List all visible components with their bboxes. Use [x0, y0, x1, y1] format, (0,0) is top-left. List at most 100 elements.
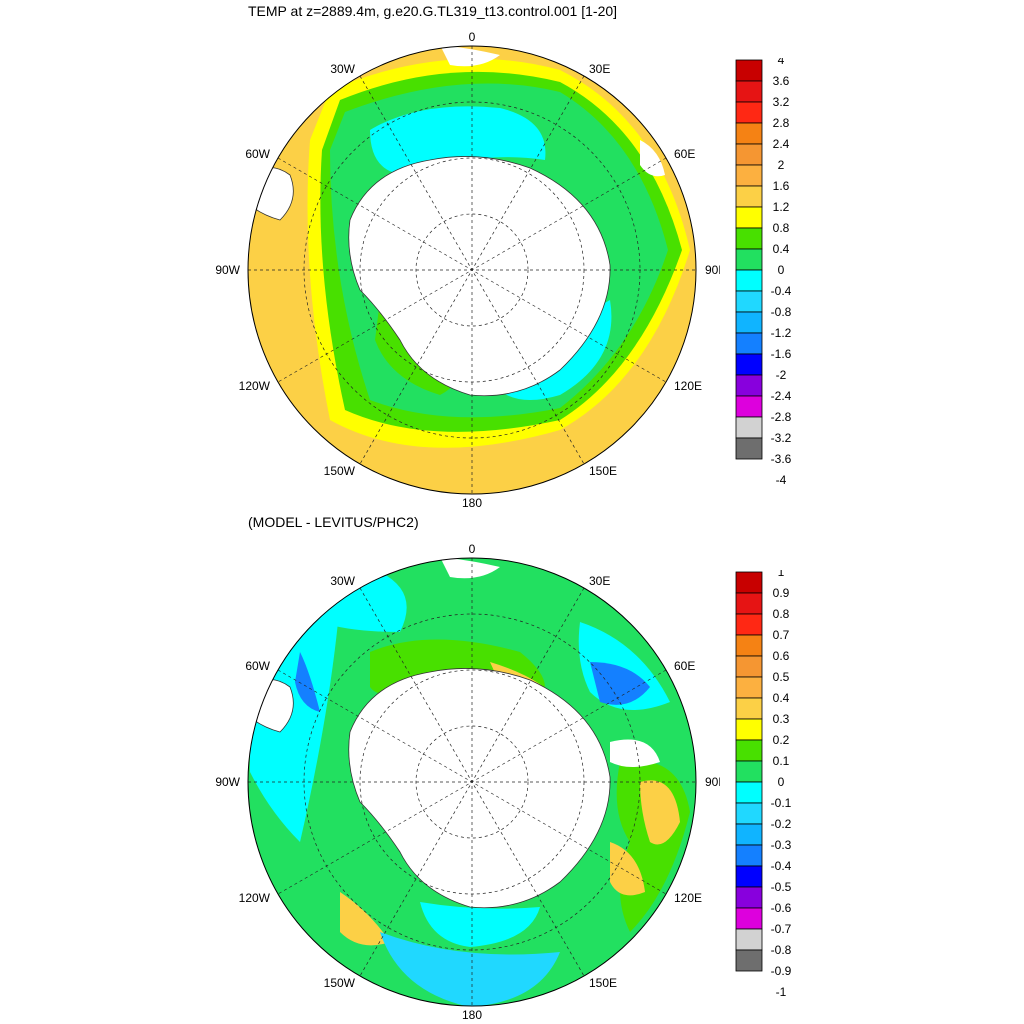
- top-graticule: [248, 46, 696, 494]
- top-colorbar-swatch: [735, 185, 763, 208]
- top-colorbar-label: -3.2: [771, 431, 792, 445]
- bottom-colorbar-swatch: [735, 907, 763, 930]
- bottom-polar-map: 0 30E 60E 90E 120E 150E 180 150W 120W 90…: [215, 542, 720, 1022]
- top-colorbar-label: 2: [778, 158, 785, 172]
- bottom-colorbar-swatch: [735, 928, 763, 951]
- bottom-panel-title: (MODEL - LEVITUS/PHC2): [248, 514, 419, 530]
- bottom-colorbar-swatch: [735, 865, 763, 888]
- top-lon-label-90e: 90E: [705, 263, 720, 277]
- top-colorbar-swatch: [735, 248, 763, 271]
- top-colorbar-label: 0.4: [773, 242, 790, 256]
- bottom-lon-label-60w: 60W: [245, 659, 270, 673]
- top-colorbar-label: -2: [776, 368, 787, 382]
- bottom-colorbar-swatch: [735, 760, 763, 783]
- top-colorbar-label: -1.6: [771, 347, 792, 361]
- bottom-colorbar-label: -0.9: [771, 964, 792, 978]
- top-colorbar-label: 1.6: [773, 179, 790, 193]
- bottom-colorbar-label: 0.4: [773, 691, 790, 705]
- top-lon-label-0: 0: [469, 30, 476, 44]
- top-colorbar-swatch: [735, 80, 763, 103]
- bottom-colorbar-swatch: [735, 844, 763, 867]
- bottom-colorbar-label: -0.1: [771, 796, 792, 810]
- top-colorbar-swatch: [735, 122, 763, 145]
- top-colorbar-label: 2.4: [773, 137, 790, 151]
- bottom-colorbar-label: 0.6: [773, 649, 790, 663]
- bottom-colorbar-swatch: [735, 802, 763, 825]
- bottom-colorbar-label: -0.6: [771, 901, 792, 915]
- bottom-colorbar-swatch: [735, 781, 763, 804]
- top-lon-label-30w: 30W: [330, 62, 355, 76]
- bottom-colorbar-label: -1: [776, 985, 787, 999]
- top-colorbar-swatch: [735, 311, 763, 334]
- top-colorbar-label: -2.4: [771, 389, 792, 403]
- bottom-colorbar-swatch: [735, 655, 763, 678]
- top-lon-label-30e: 30E: [589, 62, 610, 76]
- bottom-colorbar-label: -0.4: [771, 859, 792, 873]
- top-lon-label-90w: 90W: [215, 263, 240, 277]
- top-lon-label-150w: 150W: [324, 464, 356, 478]
- bottom-colorbar-label: 1: [778, 570, 785, 579]
- top-colorbar-swatch: [735, 101, 763, 124]
- bottom-lon-label-120w: 120W: [239, 891, 271, 905]
- top-colorbar-label: -0.4: [771, 284, 792, 298]
- bottom-lon-label-90e: 90E: [705, 775, 720, 789]
- top-colorbar-label: 1.2: [773, 200, 790, 214]
- bottom-colorbar-label: 0.1: [773, 754, 790, 768]
- top-colorbar-label: -2.8: [771, 410, 792, 424]
- bottom-graticule: [248, 558, 696, 1006]
- top-lon-label-180: 180: [462, 496, 482, 510]
- bottom-colorbar-swatch: [735, 823, 763, 846]
- top-colorbar-swatch: [735, 206, 763, 229]
- bottom-colorbar-label: 0.8: [773, 607, 790, 621]
- bottom-colorbar-swatch: [735, 718, 763, 741]
- top-colorbar-label: 3.2: [773, 95, 790, 109]
- antarctica-landmass: [348, 156, 611, 397]
- top-lon-label-150e: 150E: [589, 464, 617, 478]
- top-colorbar-swatch: [735, 395, 763, 418]
- bottom-colorbar-label: 0.7: [773, 628, 790, 642]
- top-lon-labels: 0 30E 60E 90E 120E 150E 180 150W 120W 90…: [215, 30, 720, 510]
- bottom-colorbar-label: -0.5: [771, 880, 792, 894]
- bottom-lon-label-0: 0: [469, 542, 476, 556]
- bottom-lon-label-150w: 150W: [324, 976, 356, 990]
- top-colorbar-label: -4: [776, 473, 787, 487]
- top-colorbar-label: 2.8: [773, 116, 790, 130]
- top-colorbar-swatch: [735, 59, 763, 82]
- top-lon-label-120e: 120E: [674, 379, 702, 393]
- bottom-colorbar-label: 0.9: [773, 586, 790, 600]
- bottom-colorbar-label: -0.7: [771, 922, 792, 936]
- top-colorbar-label: -3.6: [771, 452, 792, 466]
- bottom-colorbar-swatch: [735, 592, 763, 615]
- bottom-colorbar-swatch: [735, 634, 763, 657]
- bottom-colorbar: 1 0.9 0.8 0.7 0.6 0.5 0.4 0.3 0.2 0.1 0 -0.1 -0.2 -0.…: [735, 570, 792, 999]
- top-colorbar-swatch: [735, 290, 763, 313]
- top-colorbar-swatch: [735, 332, 763, 355]
- top-panel-title: TEMP at z=2889.4m, g.e20.G.TL319_t13.con…: [248, 3, 618, 19]
- bottom-colorbar-swatch: [735, 613, 763, 636]
- top-colorbar-label: 3.6: [773, 74, 790, 88]
- bottom-colorbar-swatch: [735, 886, 763, 909]
- bottom-colorbar-label: -0.2: [771, 817, 792, 831]
- top-polar-map: 0 30E 60E 90E 120E 150E 180 150W 120W 90…: [215, 30, 720, 510]
- bottom-colorbar-swatch: [735, 571, 763, 594]
- top-colorbar-label: 0.8: [773, 221, 790, 235]
- top-colorbar-swatch: [735, 227, 763, 250]
- top-colorbar-label: -1.2: [771, 326, 792, 340]
- bottom-colorbar-label: -0.3: [771, 838, 792, 852]
- bottom-colorbar-label: 0.5: [773, 670, 790, 684]
- bottom-lon-label-90w: 90W: [215, 775, 240, 789]
- bottom-lon-label-150e: 150E: [589, 976, 617, 990]
- top-lon-label-120w: 120W: [239, 379, 271, 393]
- top-colorbar-label: 0: [778, 263, 785, 277]
- top-colorbar-swatch: [735, 269, 763, 292]
- bottom-lon-labels: 0 30E 60E 90E 120E 150E 180 150W 120W 90…: [215, 542, 720, 1022]
- bottom-colorbar-swatch: [735, 949, 763, 972]
- bottom-colorbar-swatch: [735, 739, 763, 762]
- bottom-lon-label-30w: 30W: [330, 574, 355, 588]
- top-colorbar-swatch: [735, 437, 763, 460]
- bottom-colorbar-swatch: [735, 676, 763, 699]
- bottom-colorbar-swatch: [735, 697, 763, 720]
- top-colorbar-swatch: [735, 143, 763, 166]
- antarctica-landmass-bottom: [348, 668, 611, 909]
- top-colorbar-swatch: [735, 353, 763, 376]
